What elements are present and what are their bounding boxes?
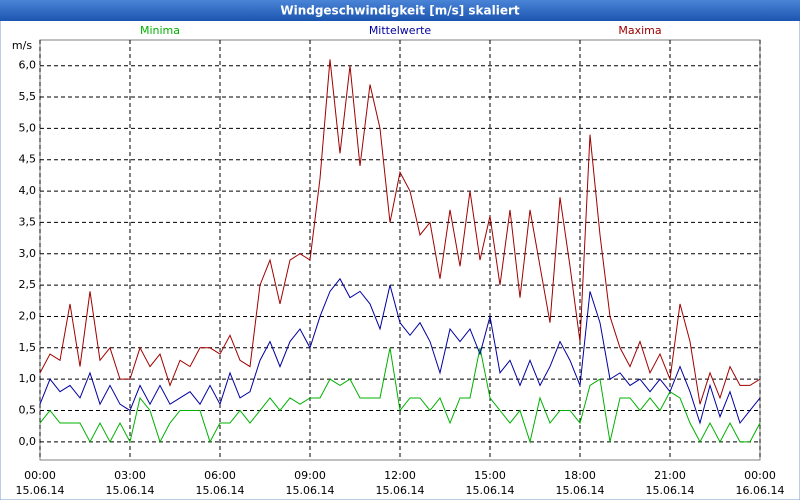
y-tick-label: 3,0: [19, 247, 37, 260]
series-line: [39, 347, 761, 444]
y-axis-label: m/s: [12, 39, 32, 52]
title-bar: [0, 0, 800, 21]
legend-label: Maxima: [618, 24, 661, 37]
y-tick-label: 1,0: [19, 372, 37, 385]
x-tick-label: 15:00: [474, 469, 506, 482]
x-tick-label: 06:00: [204, 469, 236, 482]
x-tick-date: 15.06.14: [16, 484, 65, 497]
y-tick-label: 2,5: [19, 278, 37, 291]
x-tick-date: 15.06.14: [196, 484, 245, 497]
legend-label: Mittelwerte: [369, 24, 432, 37]
x-tick-label: 18:00: [564, 469, 596, 482]
x-tick-date: 15.06.14: [106, 484, 155, 497]
x-tick-date: 16.06.14: [736, 484, 785, 497]
series-line: [39, 277, 761, 425]
x-tick-label: 12:00: [384, 469, 416, 482]
y-tick-label: 2,0: [19, 309, 37, 322]
x-tick-date: 15.06.14: [286, 484, 335, 497]
x-tick-label: 03:00: [114, 469, 146, 482]
chart-title: Windgeschwindigkeit [m/s] skaliert: [280, 4, 520, 18]
x-tick-date: 15.06.14: [556, 484, 605, 497]
x-tick-date: 15.06.14: [646, 484, 695, 497]
y-tick-label: 0,5: [19, 403, 37, 416]
x-tick-label: 00:00: [24, 469, 56, 482]
y-tick-label: 3,5: [19, 215, 37, 228]
y-tick-label: 1,5: [19, 341, 37, 354]
y-tick-label: 6,0: [19, 59, 37, 72]
y-tick-label: 0,0: [19, 435, 37, 448]
y-tick-label: 4,0: [19, 184, 37, 197]
y-tick-label: 5,0: [19, 121, 37, 134]
x-tick-date: 15.06.14: [376, 484, 425, 497]
y-tick-label: 5,5: [19, 90, 37, 103]
x-tick-date: 15.06.14: [466, 484, 515, 497]
x-tick-label: 21:00: [654, 469, 686, 482]
x-tick-label: 09:00: [294, 469, 326, 482]
x-tick-label: 00:00: [744, 469, 776, 482]
y-tick-label: 4,5: [19, 153, 37, 166]
legend-label: Minima: [140, 24, 180, 37]
series-line: [39, 59, 761, 405]
